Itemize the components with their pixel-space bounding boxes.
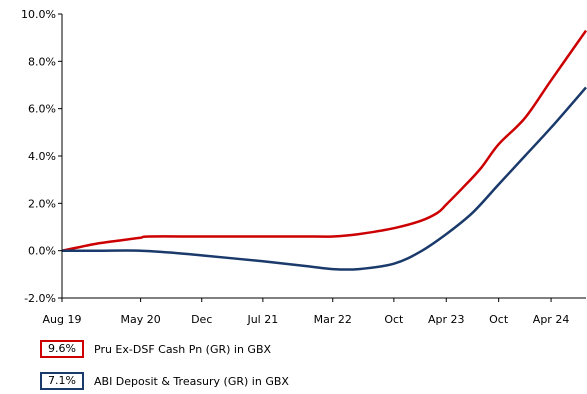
y-tick-label: 10.0% <box>21 8 56 21</box>
x-tick-label: Oct <box>384 313 404 326</box>
line-chart: -2.0% 0.0% 2.0% 4.0% 6.0% 8.0% 10.0% Aug 19 May… <box>21 8 587 326</box>
x-tick-label: Apr 23 <box>428 313 465 326</box>
y-tick-label: 0.0% <box>28 245 56 258</box>
x-tick-label: Aug 19 <box>43 313 82 326</box>
series-line-pru <box>61 29 587 252</box>
x-tick-label: May 20 <box>120 313 160 326</box>
legend-entry-abi: 7.1% ABI Deposit & Treasury (GR) in GBX <box>40 370 289 392</box>
legend-value-badge: 7.1% <box>40 372 84 390</box>
x-tick-label: Oct <box>489 313 509 326</box>
y-axis-ticks: -2.0% 0.0% 2.0% 4.0% 6.0% 8.0% 10.0% <box>21 8 62 305</box>
legend-label: ABI Deposit & Treasury (GR) in GBX <box>94 374 289 388</box>
y-tick-label: 6.0% <box>28 103 56 116</box>
legend-value-badge: 9.6% <box>40 340 84 358</box>
series-lines <box>61 29 587 271</box>
y-tick-label: 8.0% <box>28 55 56 68</box>
x-tick-label: Mar 22 <box>314 313 352 326</box>
y-tick-label: -2.0% <box>24 292 56 305</box>
legend-label: Pru Ex-DSF Cash Pn (GR) in GBX <box>94 342 272 356</box>
y-tick-label: 4.0% <box>28 150 56 163</box>
y-tick-label: 2.0% <box>28 197 56 210</box>
legend-entry-pru: 9.6% Pru Ex-DSF Cash Pn (GR) in GBX <box>40 338 271 360</box>
series-line-abi <box>62 86 587 271</box>
x-tick-label: Apr 24 <box>533 313 570 326</box>
x-axis-ticks: Aug 19 May 20 Dec Jul 21 Mar 22 Oct Apr 23 Oct A… <box>43 298 570 326</box>
x-tick-label: Jul 21 <box>246 313 278 326</box>
x-tick-label: Dec <box>191 313 212 326</box>
